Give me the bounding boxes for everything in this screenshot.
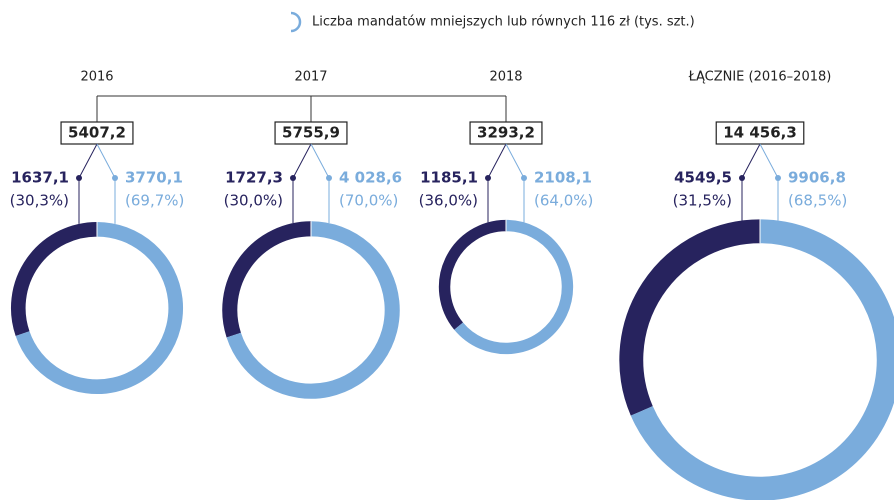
chart-title: 2016 (80, 70, 113, 85)
value-label: 3770,1 (125, 169, 183, 187)
share-label: (36,0%) (419, 192, 478, 210)
dot (485, 175, 491, 181)
share-label: (69,7%) (125, 192, 184, 210)
total-label: 14 456,3 (723, 124, 797, 142)
connector (505, 143, 525, 179)
share-label: (31,5%) (673, 192, 732, 210)
dot (290, 175, 296, 181)
total-label: 5407,2 (68, 124, 126, 142)
value-label: 2108,1 (534, 169, 592, 187)
connector (759, 143, 779, 179)
dot (739, 175, 745, 181)
chart-title: 2017 (294, 70, 327, 85)
legend-icon (290, 11, 302, 33)
connector (292, 143, 312, 179)
dot (521, 175, 527, 181)
dot (326, 175, 332, 181)
donut-segment (222, 221, 312, 338)
donut-segment (454, 219, 574, 355)
value-label: 4549,5 (674, 169, 732, 187)
value-label: 4 028,6 (339, 169, 402, 187)
share-label: (64,0%) (534, 192, 593, 210)
share-label: (68,5%) (788, 192, 847, 210)
donut-segment (619, 219, 761, 416)
connector (78, 143, 98, 179)
value-label: 1637,1 (11, 169, 69, 187)
share-label: (30,0%) (224, 192, 283, 210)
donut-segment (15, 221, 184, 395)
donut-segment (226, 221, 400, 399)
donut-segment (630, 219, 894, 500)
connector (96, 143, 116, 179)
dot (76, 175, 82, 181)
connector (310, 143, 330, 179)
dot (112, 175, 118, 181)
value-label: 1727,3 (225, 169, 283, 187)
legend-text: Liczba mandatów mniejszych lub równych 1… (312, 15, 695, 30)
chart-title: 2018 (489, 70, 522, 85)
connector (741, 143, 761, 179)
total-label: 5755,9 (282, 124, 340, 142)
share-label: (70,0%) (339, 192, 398, 210)
total-label: 3293,2 (477, 124, 535, 142)
donut-segment (11, 221, 98, 336)
chart-title: ŁĄCZNIE (2016–2018) (688, 70, 832, 85)
value-label: 1185,1 (420, 169, 478, 187)
share-label: (30,3%) (10, 192, 69, 210)
value-label: 9906,8 (788, 169, 846, 187)
connector (487, 143, 507, 179)
dot (775, 175, 781, 181)
donut-segment (438, 219, 507, 330)
